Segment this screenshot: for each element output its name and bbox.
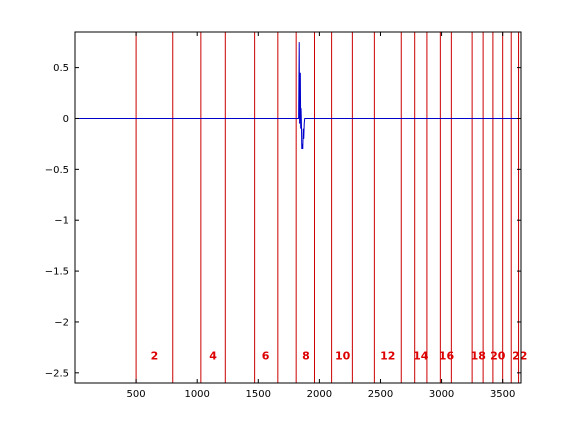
segment-label-1: 4 (209, 350, 217, 363)
x-tick-label-0: 500 (127, 389, 146, 400)
x-tick-label-4: 2500 (368, 389, 393, 400)
segment-label-7: 16 (439, 350, 455, 363)
y-tick-label-2: −0.5 (45, 165, 69, 176)
segment-boundaries (135, 32, 520, 383)
series-line-0 (75, 42, 521, 150)
segment-label-8: 18 (471, 350, 486, 363)
segment-label-0: 2 (151, 350, 159, 363)
segment-labels: 2 4 6 8 10 12 14 16 18 20 22 (151, 350, 528, 363)
segment-label-6: 14 (413, 350, 429, 363)
segment-label-3: 8 (302, 350, 310, 363)
y-tick-label-1: 0 (63, 114, 69, 125)
x-tick-label-6: 3500 (490, 389, 515, 400)
segment-label-2: 6 (262, 350, 270, 363)
y-tick-label-0: 0.5 (53, 63, 69, 74)
segment-label-9: 20 (490, 350, 506, 363)
y-tick-label-4: −1.5 (45, 267, 69, 278)
segment-label-5: 12 (380, 350, 395, 363)
x-tick-label-2: 1500 (246, 389, 271, 400)
y-tick-label-5: −2 (54, 317, 69, 328)
segment-label-4: 10 (335, 350, 351, 363)
y-tick-label-3: −1 (54, 216, 69, 227)
x-axis: 500 1000 1500 2000 2500 3000 3500 (127, 32, 515, 400)
x-tick-label-1: 1000 (184, 389, 209, 400)
segment-label-10: 22 (512, 350, 527, 363)
plot-frame (74, 31, 522, 384)
y-axis: 0.5 0 −0.5 −1 −1.5 −2 −2.5 (45, 63, 521, 379)
series-group (75, 42, 521, 150)
x-tick-label-3: 2000 (307, 389, 332, 400)
y-tick-label-6: −2.5 (45, 368, 69, 379)
x-tick-label-5: 3000 (429, 389, 454, 400)
